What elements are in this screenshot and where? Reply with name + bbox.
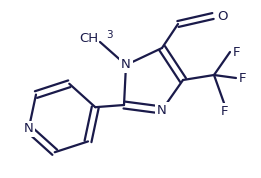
Text: F: F xyxy=(220,105,228,118)
Text: N: N xyxy=(24,122,34,135)
Text: CH: CH xyxy=(79,33,98,46)
Text: 3: 3 xyxy=(106,30,113,40)
Text: O: O xyxy=(217,9,228,22)
Text: F: F xyxy=(233,46,240,59)
Text: N: N xyxy=(157,103,167,116)
Text: F: F xyxy=(239,72,246,85)
Text: N: N xyxy=(121,59,131,72)
